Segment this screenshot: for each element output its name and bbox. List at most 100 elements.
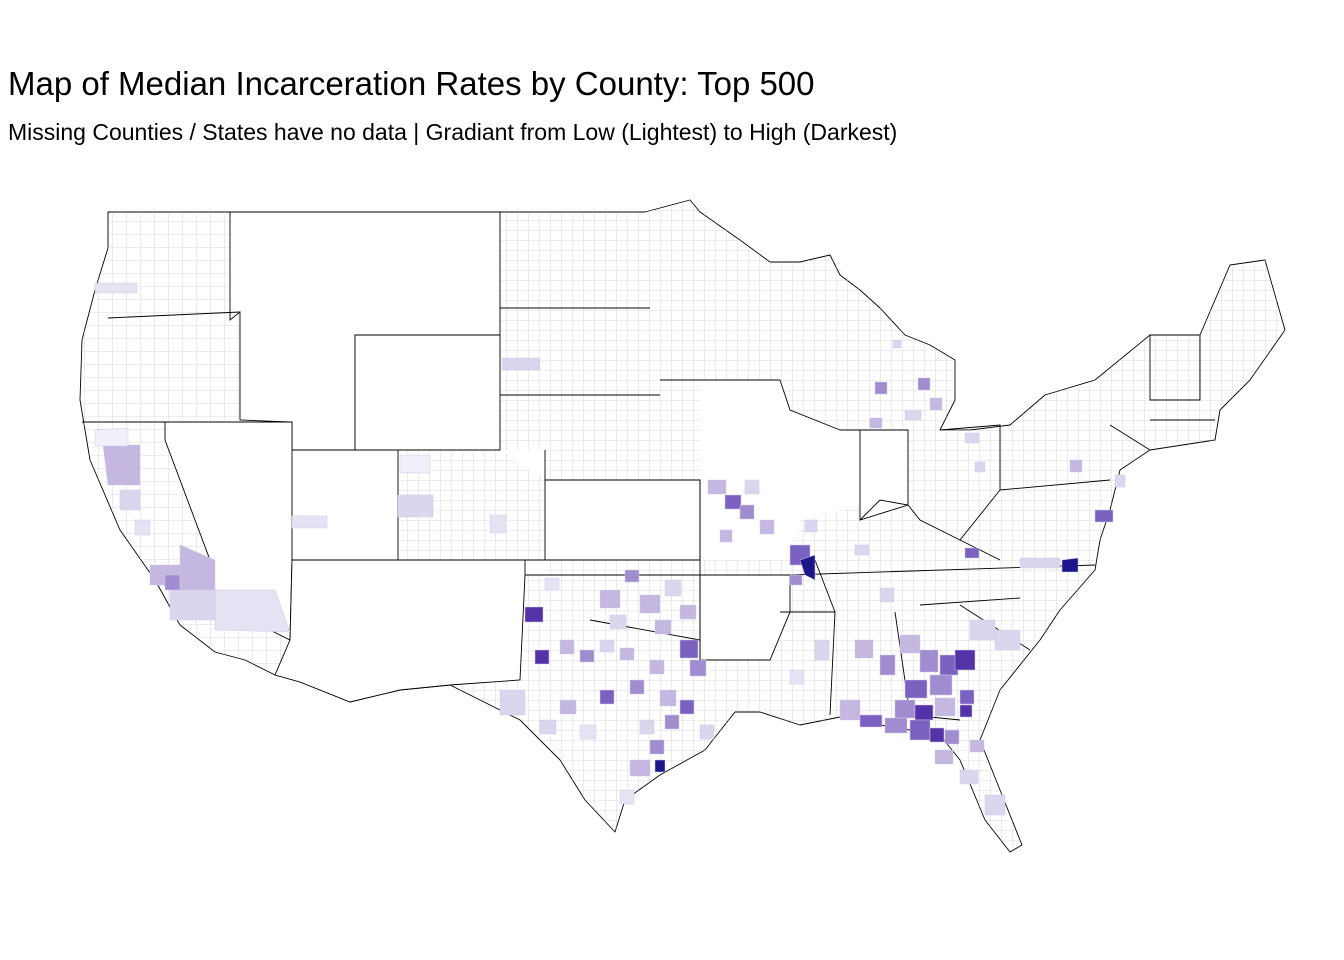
county [894,699,916,719]
county [579,724,597,740]
county [649,739,665,755]
county [689,659,707,677]
county [964,432,980,444]
county [879,587,895,603]
county [539,719,557,735]
county [929,674,953,696]
county [599,689,615,705]
county [659,689,677,707]
county [994,629,1021,651]
county [679,604,697,620]
county [954,649,976,671]
county-grid-plains [398,212,740,832]
county [679,639,699,659]
county [639,719,655,735]
state-borders [82,307,1215,721]
map-title: Map of Median Incarceration Rates by Cou… [8,65,815,102]
county [499,689,526,716]
county [839,699,861,721]
county [934,749,954,765]
county [944,729,960,745]
county [759,519,775,535]
county [1061,557,1079,573]
county [501,357,541,371]
county [164,574,181,591]
county [609,614,627,630]
county [1069,459,1083,473]
county [102,444,141,486]
county [854,544,870,556]
county [904,679,928,699]
county [917,377,931,391]
county [814,639,830,661]
county [929,727,945,743]
county [699,724,715,740]
county [959,769,979,785]
county [724,494,742,510]
county [974,461,986,473]
county [959,704,973,718]
county [489,514,507,534]
county [599,639,615,653]
county [959,689,975,705]
county [629,759,651,777]
county [579,649,595,663]
county [969,739,985,753]
county [874,381,888,395]
county [619,647,635,661]
county [899,634,921,654]
county [664,579,682,597]
county [934,697,956,717]
state-wyoming [354,334,501,451]
county [789,574,803,586]
county [639,594,661,614]
state-indiana [859,429,909,521]
county [869,417,883,429]
county [707,479,727,495]
county [599,589,621,609]
county [1094,509,1114,523]
state-kansas [544,479,701,561]
county [291,515,328,529]
county [904,409,922,421]
county [619,789,635,805]
county [969,619,996,641]
county [854,639,874,659]
county [964,547,980,559]
county [919,649,939,673]
county [94,427,129,447]
county [719,529,733,543]
county [892,339,902,349]
county [119,489,141,511]
county [664,714,680,730]
county [744,479,760,495]
county [739,504,755,520]
county [1019,557,1061,569]
county [534,649,550,665]
county [1114,474,1126,488]
county [909,719,931,741]
county-grid-central [645,200,955,505]
state-arizona-newmexico [274,559,526,703]
county [629,679,645,695]
county [804,519,818,533]
county [799,554,816,581]
county [929,397,943,411]
county [884,717,908,734]
county [789,669,805,685]
county [624,569,640,583]
county [559,639,575,655]
county [914,704,934,721]
map-subtitle: Missing Counties / States have no data |… [8,119,898,145]
county [859,714,883,728]
county [649,659,665,675]
county [169,589,216,621]
county [524,606,544,623]
county [879,654,896,676]
county [654,759,666,773]
county-fills [94,282,1126,816]
county [984,794,1006,816]
county [559,699,577,715]
county [94,282,138,294]
